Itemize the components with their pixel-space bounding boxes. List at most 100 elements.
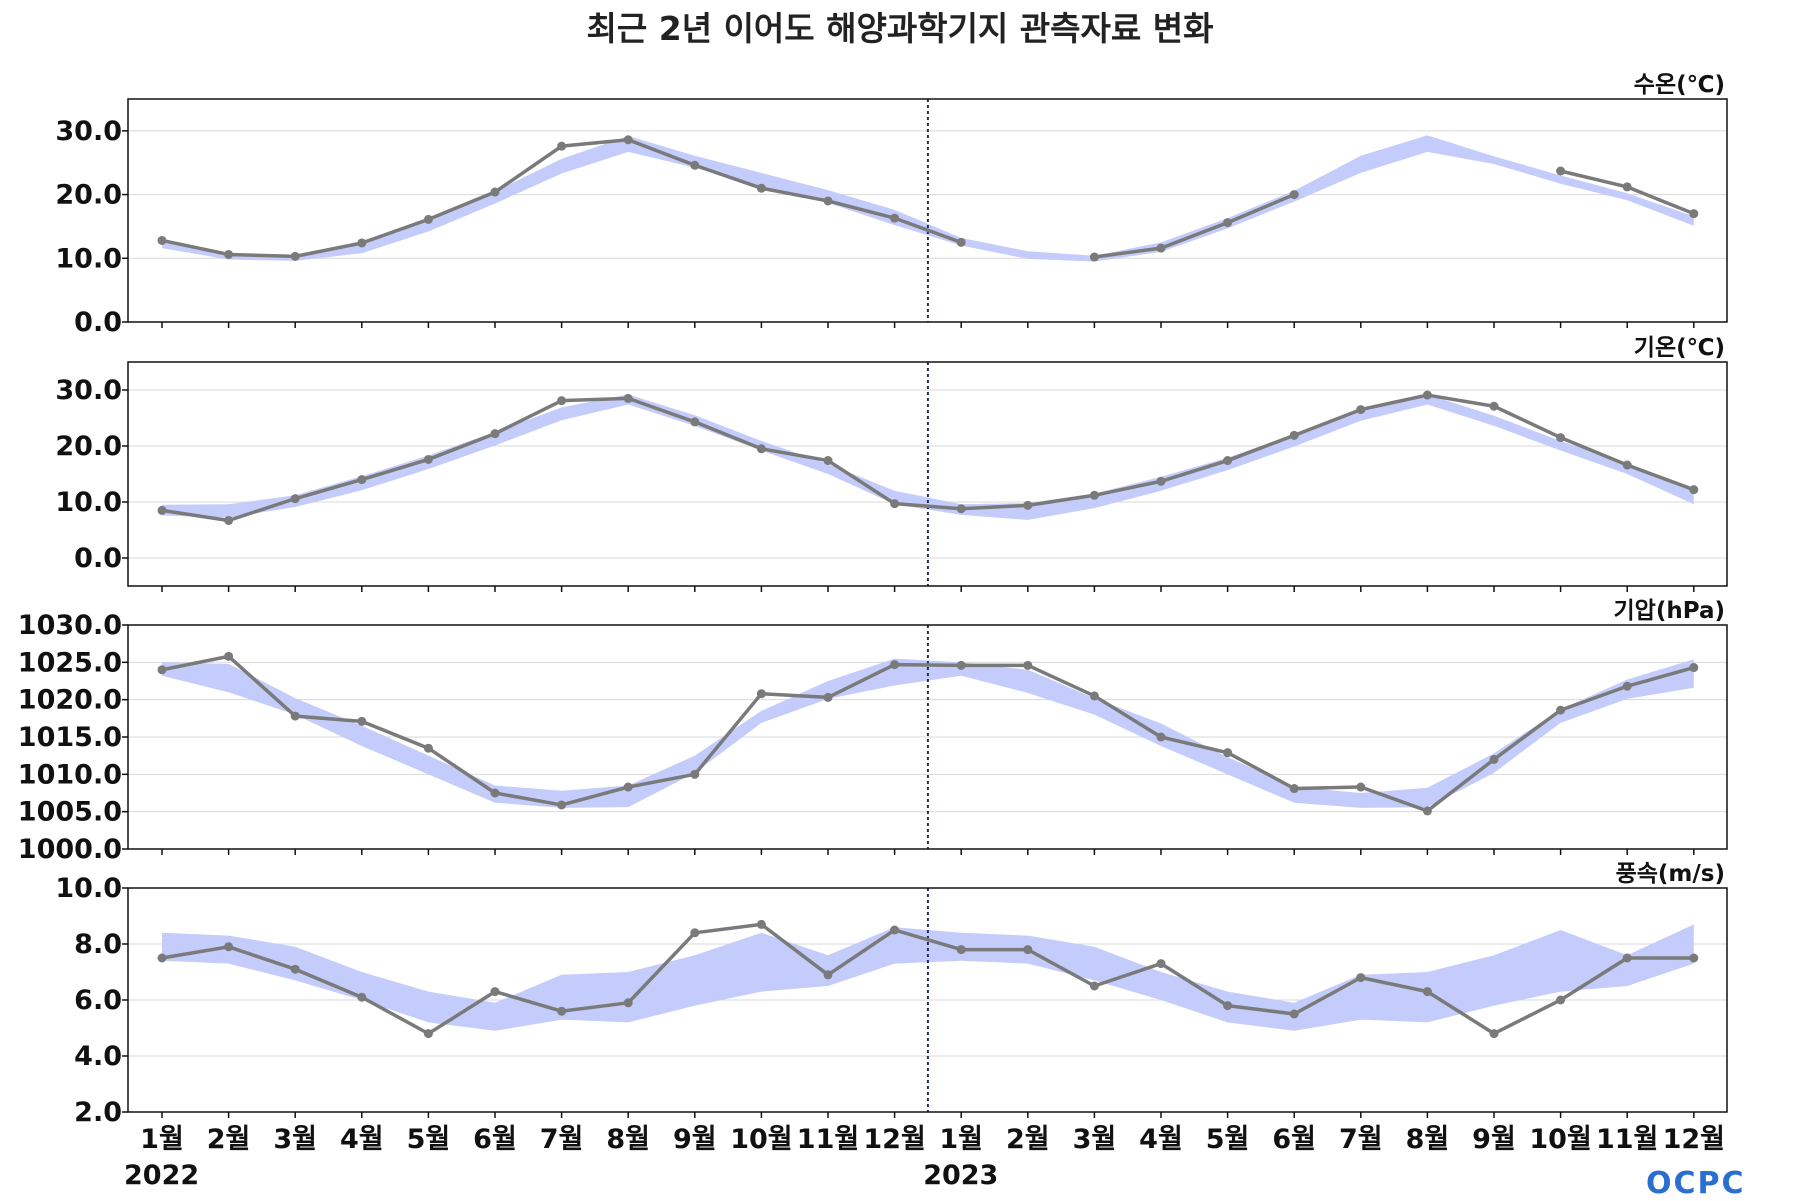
- data-point: [1556, 705, 1566, 715]
- data-point: [490, 788, 500, 798]
- y-tick-label: 1005.0: [18, 797, 122, 828]
- data-point: [756, 689, 766, 699]
- series-line: [161, 654, 1695, 813]
- data-point: [1422, 390, 1432, 400]
- data-point: [357, 238, 367, 248]
- series-line: [161, 922, 1694, 1036]
- data-point: [756, 444, 766, 454]
- data-point: [1622, 460, 1632, 470]
- panel-1: 0.0 10.0 20.0 30.0 수온(℃): [55, 72, 1728, 338]
- panel-label: 기온(℃): [1634, 335, 1725, 361]
- panel-2: 0.0 10.0 20.0 30.0 기온(℃): [55, 335, 1728, 592]
- month-label: 2월: [207, 1124, 251, 1155]
- data-point: [557, 800, 567, 810]
- data-point: [423, 743, 433, 753]
- data-point: [423, 214, 433, 224]
- data-point: [290, 964, 300, 974]
- y-tick-label: 20.0: [55, 180, 122, 211]
- data-point: [623, 393, 633, 403]
- month-label: 5월: [1206, 1124, 1250, 1155]
- data-point: [224, 651, 234, 661]
- month-label: 4월: [1139, 1124, 1183, 1155]
- data-point: [1223, 456, 1233, 466]
- data-point: [1622, 681, 1632, 691]
- data-point: [690, 928, 700, 938]
- data-point: [1089, 490, 1099, 500]
- y-tick-label: 8.0: [74, 929, 122, 960]
- data-point: [756, 183, 766, 193]
- chart-panels: 0.0 10.0 20.0 30.0 수온(℃) 0.0 10.0 20.0 30.0 기온(℃)…: [18, 72, 1728, 1128]
- data-point: [690, 160, 700, 170]
- data-point: [1223, 218, 1233, 228]
- data-point: [1689, 209, 1699, 219]
- data-point: [357, 716, 367, 726]
- data-point: [623, 998, 633, 1008]
- data-point: [423, 1029, 433, 1039]
- data-point: [1689, 663, 1699, 673]
- y-tick-label: 10.0: [55, 487, 122, 518]
- month-label: 3월: [1073, 1124, 1117, 1155]
- month-label: 10월: [730, 1124, 792, 1155]
- data-point: [623, 135, 633, 145]
- data-point: [956, 660, 966, 670]
- month-label: 12월: [863, 1124, 925, 1155]
- month-label: 2월: [1006, 1124, 1050, 1155]
- data-point: [157, 665, 167, 675]
- month-label: 10월: [1529, 1124, 1591, 1155]
- y-tick-label: 1030.0: [18, 610, 122, 641]
- month-label: 7월: [540, 1124, 584, 1155]
- data-point: [224, 515, 234, 525]
- month-label: 1월: [140, 1124, 184, 1155]
- data-point: [1622, 953, 1632, 963]
- data-point: [290, 251, 300, 261]
- data-point: [1689, 485, 1699, 495]
- month-label: 11월: [1596, 1124, 1658, 1155]
- data-point: [1422, 806, 1432, 816]
- data-point: [823, 196, 833, 206]
- data-point: [1356, 782, 1366, 792]
- data-point: [1622, 182, 1632, 192]
- data-point: [1422, 987, 1432, 997]
- month-label: 8월: [606, 1124, 650, 1155]
- data-point: [690, 769, 700, 779]
- data-point: [1489, 754, 1499, 764]
- data-point: [1489, 1029, 1499, 1039]
- panel-label: 기압(hPa): [1614, 598, 1725, 624]
- panel-label: 풍속(m/s): [1616, 861, 1725, 887]
- data-point: [490, 187, 500, 197]
- chart-title: 최근 2년 이어도 해양과학기지 관측자료 변화: [586, 9, 1214, 48]
- data-point: [623, 782, 633, 792]
- data-point: [1156, 959, 1166, 969]
- data-point: [1289, 784, 1299, 794]
- y-tick-label: 0.0: [74, 543, 122, 574]
- x-axis: 1월 2월 3월 4월 5월 6월 7월 8월 9월 10월 11월 12월 1월 2월 3월 4월 5월 6월 7…: [124, 1124, 1725, 1191]
- panel-3: 1000.0 1005.0 1010.0 1015.0 1020.0 1025.0 1030…: [18, 598, 1728, 865]
- month-label: 6월: [1272, 1124, 1316, 1155]
- y-tick-label: 20.0: [55, 431, 122, 462]
- year-label: 2023: [923, 1160, 998, 1191]
- data-point: [890, 213, 900, 223]
- data-point: [956, 504, 966, 514]
- y-tick-label: 0.0: [74, 307, 122, 338]
- data-point: [1023, 660, 1033, 670]
- month-label: 11월: [797, 1124, 859, 1155]
- data-point: [1289, 1009, 1299, 1019]
- data-point: [290, 711, 300, 721]
- month-label: 7월: [1339, 1124, 1383, 1155]
- month-label: 6월: [473, 1124, 517, 1155]
- climatology-band: [162, 394, 1694, 520]
- month-label: 4월: [340, 1124, 384, 1155]
- data-point: [157, 953, 167, 963]
- data-point: [956, 945, 966, 955]
- month-label: 12월: [1663, 1124, 1725, 1155]
- y-tick-label: 30.0: [55, 116, 122, 147]
- data-point: [1023, 945, 1033, 955]
- panel-label: 수온(℃): [1634, 72, 1725, 98]
- data-point: [1289, 190, 1299, 200]
- data-point: [1356, 405, 1366, 415]
- data-point: [956, 237, 966, 247]
- data-point: [557, 1006, 567, 1016]
- panel-4: 2.0 4.0 6.0 8.0 10.0 풍속(m/s): [55, 861, 1728, 1128]
- data-point: [224, 249, 234, 259]
